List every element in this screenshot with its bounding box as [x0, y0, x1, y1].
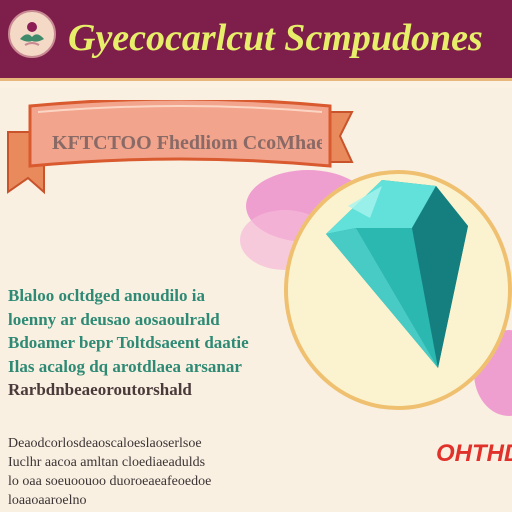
teal-gemstone-icon: [326, 180, 468, 368]
body-line: Deaodcorlosdeaoscaloeslaoserlsoe: [8, 436, 202, 451]
banner-label: KFTCTOO Fhedliom CcoMhaeon: [52, 132, 322, 154]
header-divider: [0, 78, 512, 81]
body-paragraph: Deaodcorlosdeaoscaloeslaoserlsoe Iuclhr …: [8, 434, 258, 510]
header-bar: Gyecocarlcut Scmpudones: [0, 0, 512, 78]
bird-emblem-icon: [8, 10, 56, 58]
intro-text-block: Blaloo ocltdged anoudilo ia loenny ar de…: [8, 284, 258, 402]
body-line: Iuclhr aacoa amltan cloediaeadulds: [8, 455, 206, 470]
intro-line: Rarbdnbeaeoroutorshald: [8, 380, 192, 399]
intro-line: Bdoamer bepr Toltdsaeent daatie: [8, 333, 249, 352]
intro-line: Blaloo ocltdged anoudilo ia: [8, 286, 205, 305]
body-line: loaaoaaroelno: [8, 493, 87, 508]
page-title: Gyecocarlcut Scmpudones: [68, 17, 483, 59]
intro-line: loenny ar deusao aosaoulrald: [8, 309, 220, 329]
ribbon-banner: [7, 100, 354, 195]
body-line: lo oaa soeuoouoo duoroeaeafeoedoe: [8, 474, 212, 489]
intro-line: Ilas acalog dq arotdlaea arsanar: [8, 356, 242, 376]
brand-logo-text: OHTHD: [436, 440, 512, 467]
